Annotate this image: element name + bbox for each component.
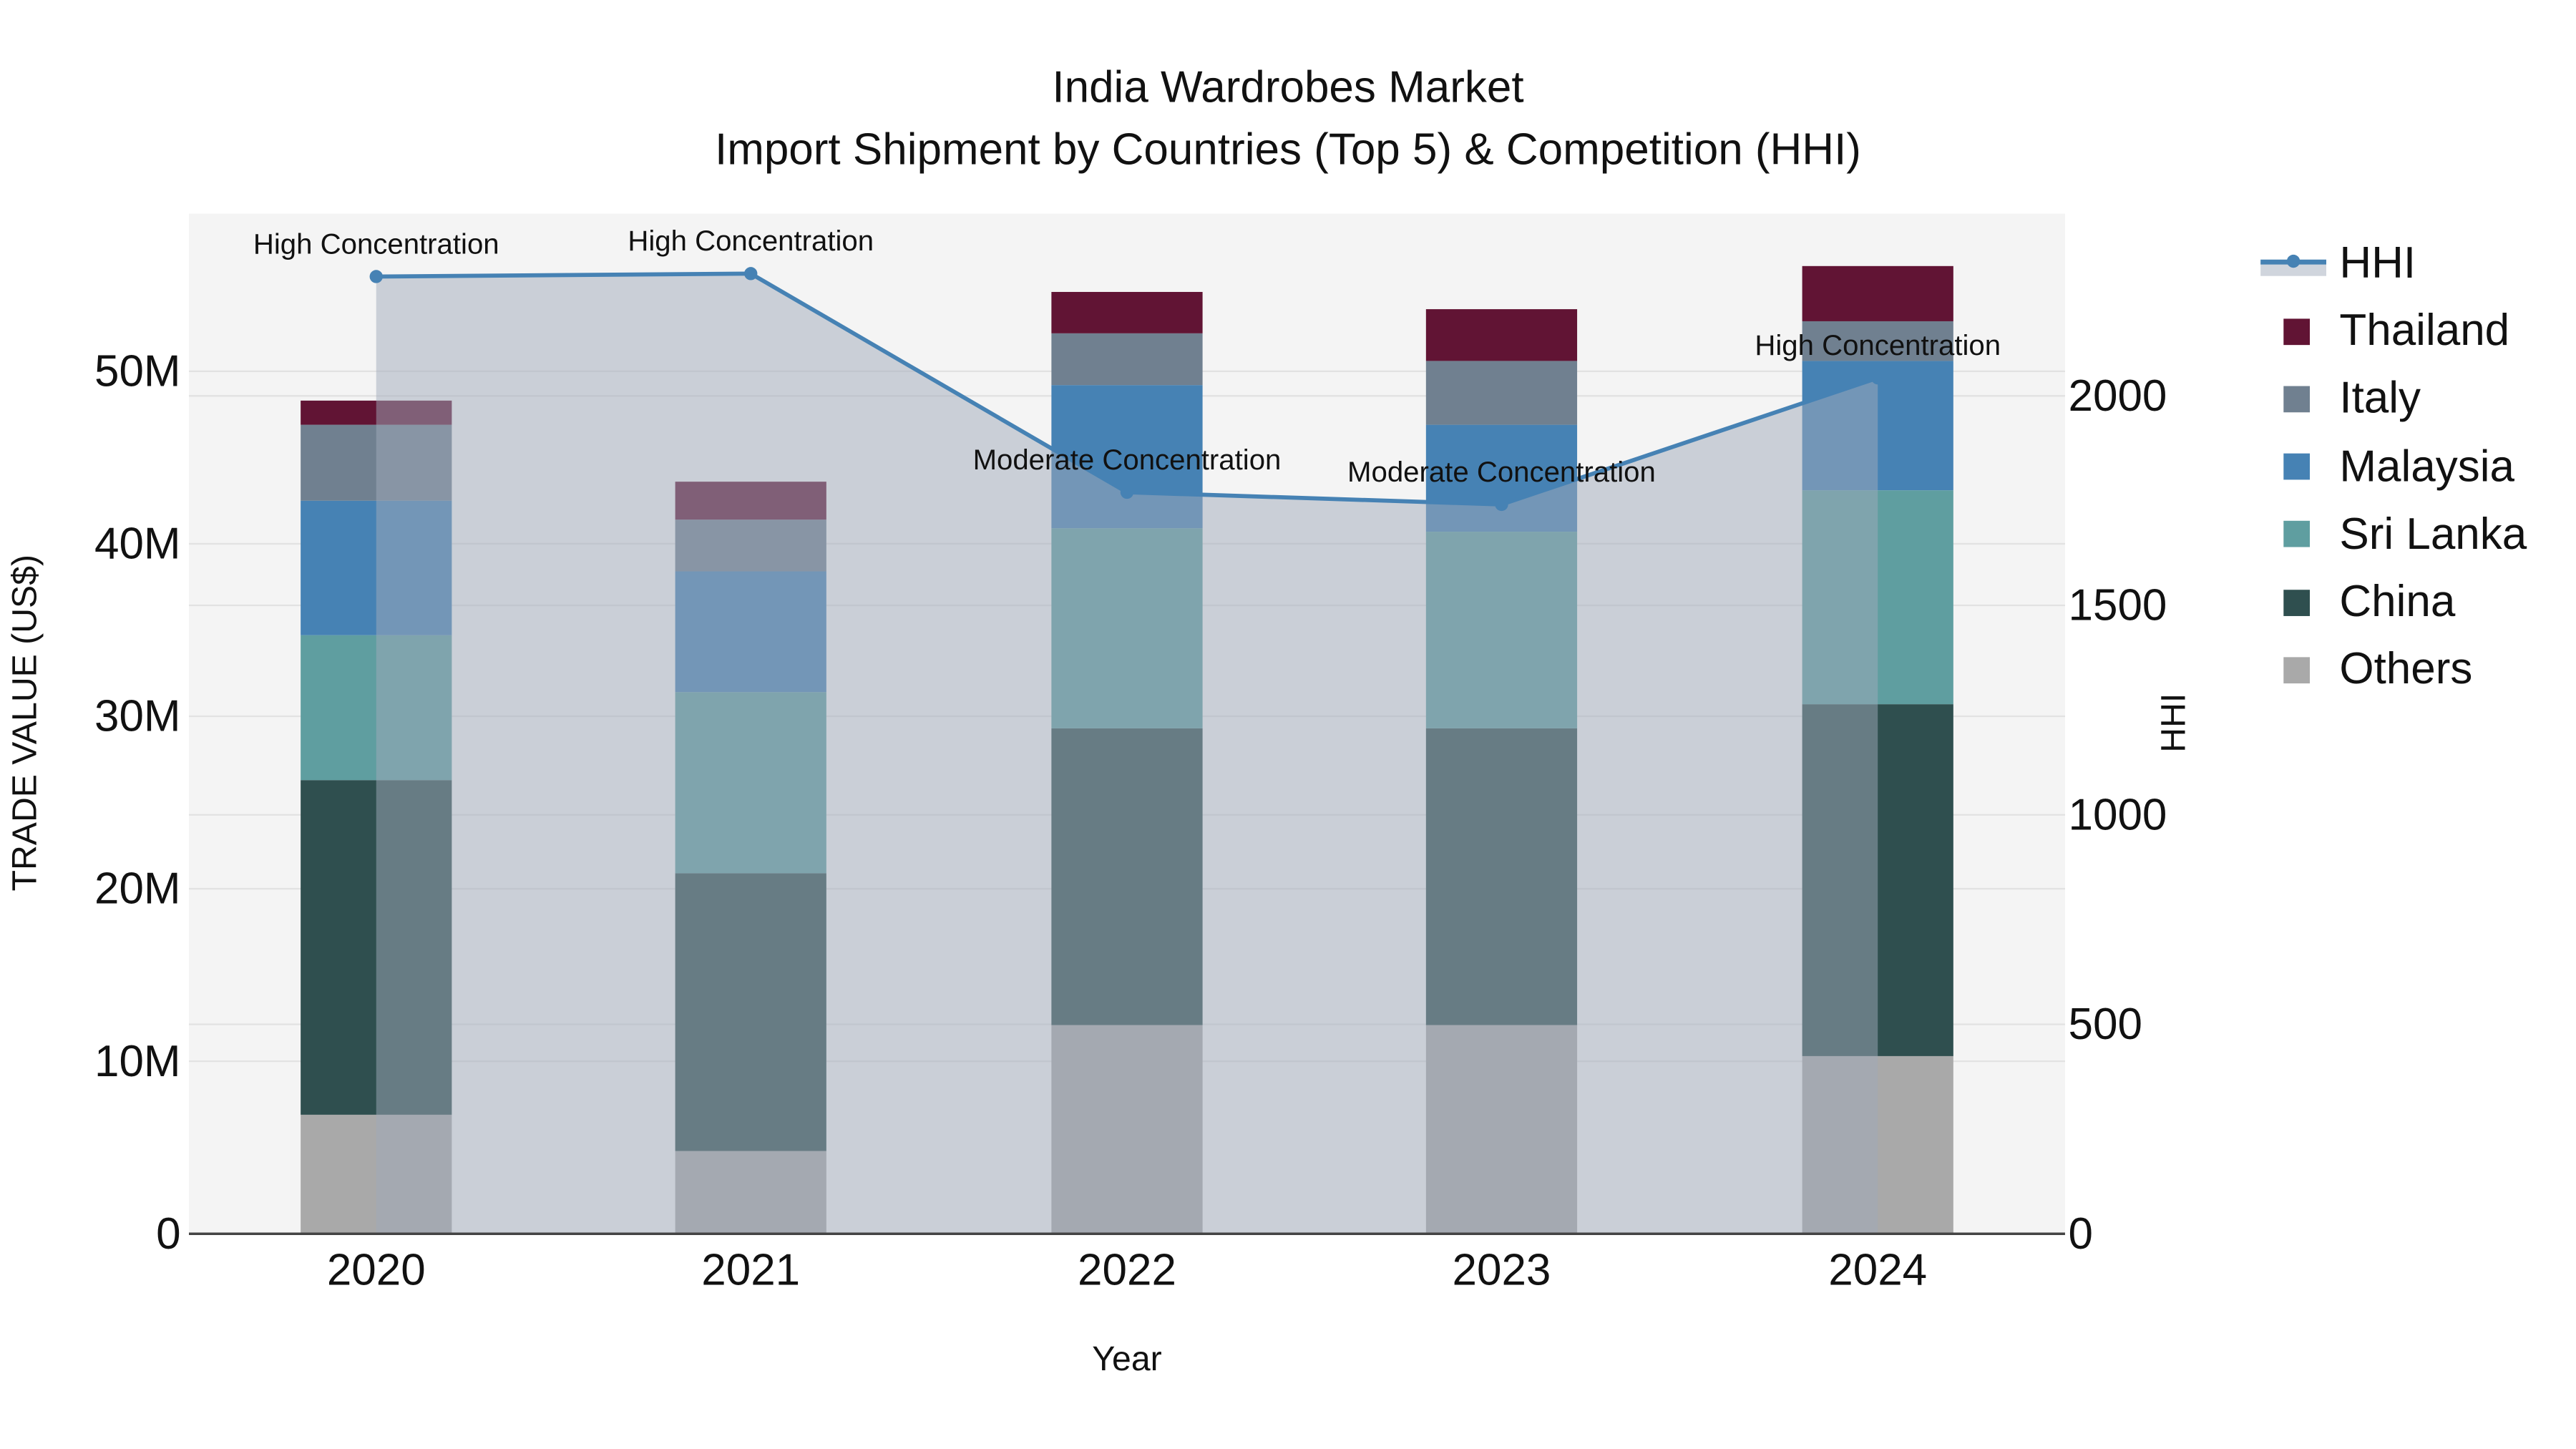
legend-label: China bbox=[2339, 576, 2456, 626]
x-axis-label: Year bbox=[1092, 1340, 1161, 1378]
legend-item-hhi[interactable]: HHI bbox=[2260, 230, 2527, 298]
square-swatch-icon bbox=[2283, 386, 2311, 413]
legend-item-thailand[interactable]: Thailand bbox=[2260, 298, 2527, 366]
y-right-tick-label: 1000 bbox=[2069, 790, 2167, 839]
square-swatch-icon bbox=[2283, 521, 2311, 548]
legend-label: Others bbox=[2339, 644, 2473, 694]
x-tick-label: 2022 bbox=[1078, 1245, 1176, 1294]
square-swatch-icon bbox=[2283, 589, 2311, 615]
square-swatch-icon bbox=[2283, 318, 2311, 345]
legend-label: Malaysia bbox=[2339, 441, 2514, 491]
bar-segment-italy[interactable] bbox=[1425, 361, 1578, 425]
legend-item-malaysia[interactable]: Malaysia bbox=[2260, 433, 2527, 501]
y-right-tick-label: 2000 bbox=[2069, 371, 2167, 421]
legend-label: Italy bbox=[2339, 374, 2421, 424]
hhi-area-fill bbox=[376, 273, 1878, 1234]
y-left-tick-label: 0 bbox=[156, 1209, 180, 1259]
y-right-tick-label: 500 bbox=[2069, 1000, 2142, 1049]
hhi-marker-2022[interactable] bbox=[1120, 485, 1134, 499]
legend-item-sri-lanka[interactable]: Sri Lanka bbox=[2260, 501, 2527, 569]
y-right-tick-label: 0 bbox=[2069, 1209, 2093, 1259]
annotation-2021: High Concentration bbox=[628, 225, 874, 257]
x-tick-label: 2024 bbox=[1828, 1245, 1927, 1294]
y-left-tick-label: 40M bbox=[94, 519, 181, 569]
bar-segment-italy[interactable] bbox=[1802, 321, 1953, 361]
square-swatch-icon bbox=[2283, 656, 2311, 683]
annotation-2023: Moderate Concentration bbox=[1347, 456, 1656, 488]
legend-label: Thailand bbox=[2339, 306, 2510, 356]
bar-segment-thailand[interactable] bbox=[1051, 291, 1203, 333]
line-swatch-icon bbox=[2260, 253, 2326, 275]
chart-title: India Wardrobes Market bbox=[1052, 62, 1524, 112]
x-tick-label: 2023 bbox=[1453, 1245, 1551, 1294]
annotation-2024: High Concentration bbox=[1755, 329, 2001, 361]
y-left-ticks: 0 10M 20M 30M 40M 50M bbox=[94, 347, 181, 1259]
y-left-tick-label: 20M bbox=[94, 864, 181, 914]
bar-segment-thailand[interactable] bbox=[1425, 309, 1578, 361]
y-left-axis-label: TRADE VALUE (US$) bbox=[6, 555, 44, 892]
legend-item-china[interactable]: China bbox=[2260, 568, 2527, 636]
y-left-tick-label: 30M bbox=[94, 692, 181, 741]
hhi-markers bbox=[369, 267, 1885, 512]
legend-label: HHI bbox=[2339, 238, 2416, 288]
hhi-marker-2024[interactable] bbox=[1871, 371, 1885, 385]
bar-segment-thailand[interactable] bbox=[1802, 265, 1953, 321]
annotation-2020: High Concentration bbox=[253, 228, 499, 260]
legend-item-italy[interactable]: Italy bbox=[2260, 366, 2527, 434]
hhi-annotations: High Concentration High Concentration Mode… bbox=[253, 225, 2001, 488]
x-tick-label: 2020 bbox=[327, 1245, 426, 1294]
chart-subtitle: Import Shipment by Countries (Top 5) & C… bbox=[714, 125, 1861, 175]
annotation-2022: Moderate Concentration bbox=[973, 444, 1282, 476]
y-left-tick-label: 50M bbox=[94, 347, 181, 396]
hhi-marker-2021[interactable] bbox=[744, 267, 758, 280]
hhi-marker-2020[interactable] bbox=[369, 270, 383, 283]
hhi-marker-2023[interactable] bbox=[1495, 497, 1508, 512]
square-swatch-icon bbox=[2283, 454, 2311, 480]
y-right-axis-label: HHI bbox=[2155, 693, 2193, 753]
y-left-tick-label: 10M bbox=[94, 1037, 181, 1086]
legend: HHI Thailand Italy Malaysia Sri Lanka China Ot… bbox=[2260, 230, 2527, 703]
y-right-tick-label: 1500 bbox=[2069, 581, 2167, 630]
legend-item-others[interactable]: Others bbox=[2260, 636, 2527, 704]
y-right-ticks: 0 500 1000 1500 2000 bbox=[2069, 371, 2167, 1259]
x-ticks: 2020 2021 2022 2023 2024 bbox=[327, 1245, 1927, 1294]
legend-label: Sri Lanka bbox=[2339, 509, 2527, 559]
bar-segment-italy[interactable] bbox=[1051, 333, 1203, 386]
x-tick-label: 2021 bbox=[701, 1245, 800, 1294]
